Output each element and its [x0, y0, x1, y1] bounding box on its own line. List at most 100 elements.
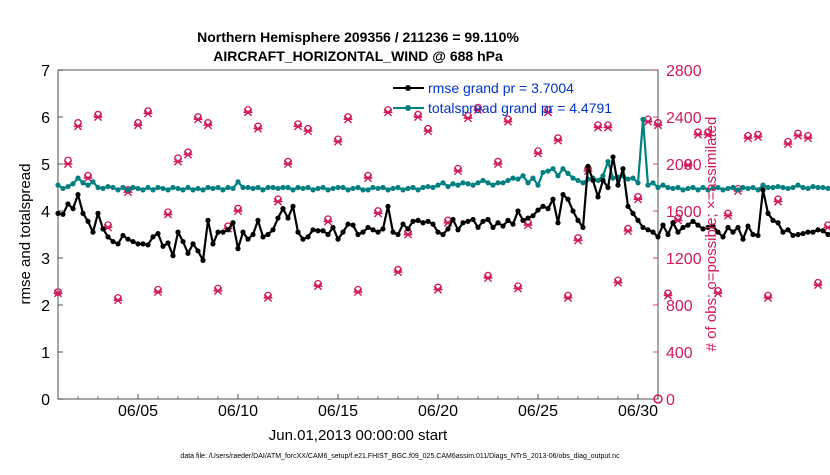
totalspread-point — [270, 184, 276, 191]
rmse-point — [305, 234, 311, 240]
y-tick-label-left: 4 — [41, 204, 50, 221]
rmse-point — [700, 226, 706, 232]
rmse-point — [120, 232, 126, 239]
obs-assimilated-point — [263, 293, 273, 303]
totalspread-point — [565, 170, 571, 176]
x-tick-label: 06/05 — [118, 403, 158, 420]
rmse-point — [450, 216, 456, 223]
totalspread-point — [490, 182, 496, 188]
x-tick-label: 06/30 — [618, 403, 658, 420]
rmse-point — [245, 236, 251, 242]
rmse-point — [720, 234, 726, 240]
totalspread-point — [95, 184, 101, 191]
totalspread-point — [595, 177, 601, 184]
obs-assimilated-point — [73, 122, 83, 131]
totalspread-point — [240, 184, 246, 191]
rmse-point — [740, 236, 746, 242]
rmse-point — [215, 229, 221, 235]
rmse-point — [160, 243, 166, 249]
totalspread-point — [65, 183, 71, 190]
y-tick-label-left: 3 — [41, 251, 50, 268]
rmse-point — [70, 206, 76, 212]
totalspread-point — [645, 182, 651, 188]
y-tick-label-right: 1200 — [666, 251, 702, 268]
obs-assimilated-point — [453, 166, 463, 176]
y-tick-label-right: 800 — [666, 298, 693, 315]
rmse-point — [255, 217, 261, 223]
obs-assimilated-point — [373, 209, 383, 218]
rmse-point — [530, 213, 536, 219]
totalspread-point — [265, 184, 271, 191]
totalspread-point — [195, 185, 201, 192]
totalspread-point — [280, 184, 286, 191]
rmse-point — [705, 224, 711, 231]
y-tick-label-right: 0 — [666, 392, 675, 409]
rmse-point — [755, 232, 761, 239]
rmse-point — [435, 229, 441, 235]
rmse-point — [745, 223, 751, 229]
obs-assimilated-point — [493, 159, 503, 169]
rmse-point — [510, 221, 516, 227]
totalspread-point — [375, 185, 381, 192]
totalspread-point — [335, 184, 341, 191]
rmse-point — [455, 227, 461, 233]
totalspread-point — [580, 180, 586, 186]
legend-rmse-marker — [405, 85, 411, 91]
rmse-point — [165, 240, 171, 246]
totalspread-point — [315, 185, 321, 192]
totalspread-point — [130, 184, 136, 191]
rmse-point — [210, 241, 216, 247]
obs-assimilated-point — [483, 273, 493, 283]
y-tick-label-left: 5 — [41, 157, 50, 174]
rmse-point — [340, 229, 346, 235]
x-axis-label: Jun.01,2013 00:00:00 start — [269, 427, 448, 444]
rmse-point — [500, 223, 506, 229]
rmse-point — [315, 228, 321, 234]
totalspread-point — [75, 175, 81, 181]
totalspread-point — [340, 184, 346, 191]
rmse-point — [380, 226, 386, 232]
obs-assimilated-point — [353, 287, 363, 297]
totalspread-point — [705, 187, 711, 193]
rmse-point — [815, 227, 821, 233]
rmse-point — [285, 215, 291, 221]
totalspread-point — [485, 180, 491, 186]
totalspread-point — [345, 187, 351, 193]
totalspread-point — [90, 179, 96, 185]
rmse-point — [580, 224, 586, 231]
rmse-point — [480, 218, 486, 224]
totalspread-point — [440, 180, 446, 186]
obs-assimilated-point — [673, 216, 683, 225]
obs-assimilated-point — [343, 115, 353, 124]
totalspread-point — [160, 185, 166, 192]
obs-assimilated-point — [633, 195, 643, 204]
totalspread-point — [165, 187, 171, 193]
obs-assimilated-point — [413, 112, 423, 122]
obs-assimilated-point — [273, 197, 283, 206]
rmse-point — [195, 248, 201, 254]
obs-assimilated-point — [803, 134, 813, 143]
totalspread-point — [380, 184, 386, 191]
obs-assimilated-point — [823, 223, 830, 232]
rmse-point — [810, 229, 816, 235]
rmse-point — [710, 223, 716, 229]
obs-zero-marker — [653, 394, 663, 404]
y-tick-label-left: 0 — [41, 392, 50, 409]
totalspread-point — [560, 166, 566, 172]
rmse-point — [390, 229, 396, 235]
obs-assimilated-point — [713, 289, 723, 298]
totalspread-point — [120, 184, 126, 191]
rmse-point — [105, 234, 111, 240]
obs-assimilated-point — [513, 284, 523, 293]
rmse-point — [430, 221, 436, 227]
obs-assimilated-point — [113, 296, 123, 305]
obs-assimilated-point — [503, 117, 513, 126]
rmse-point — [550, 196, 556, 202]
rmse-point — [205, 217, 211, 223]
rmse-point — [730, 229, 736, 235]
totalspread-point — [140, 187, 146, 193]
rmse-point — [555, 220, 561, 226]
totalspread-point — [470, 182, 476, 188]
totalspread-point — [330, 185, 336, 192]
totalspread-point — [185, 184, 191, 191]
